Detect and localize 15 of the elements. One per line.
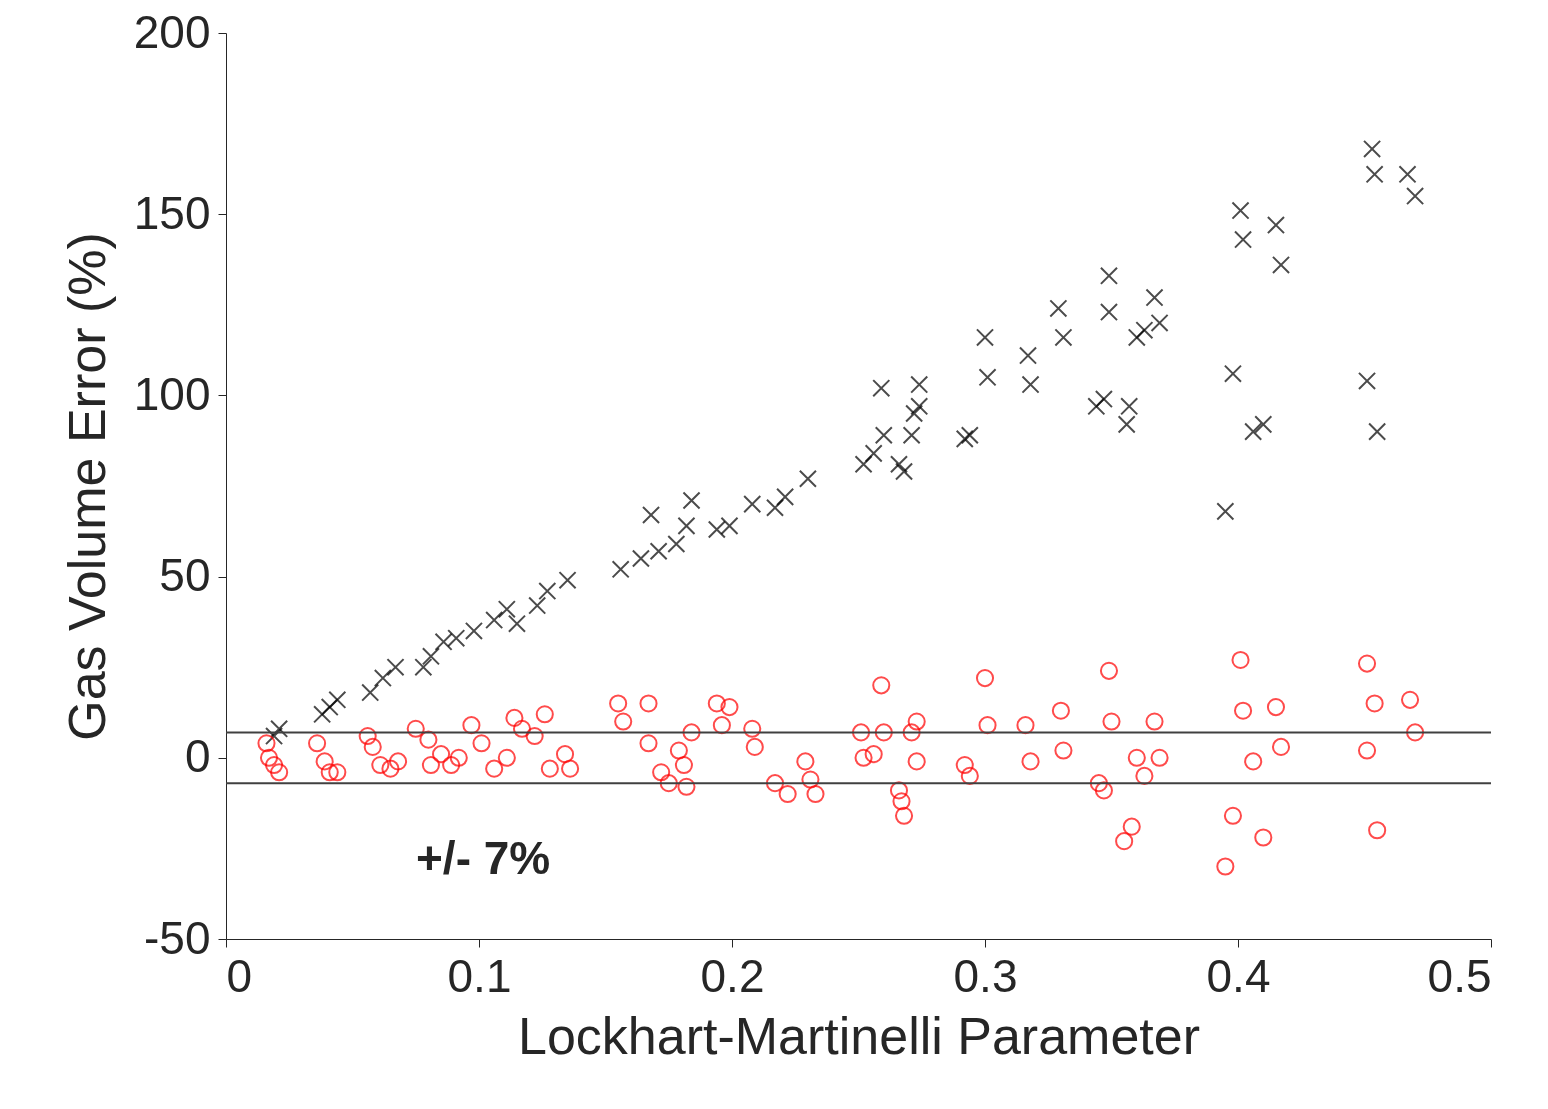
y-tick-label: -50: [144, 911, 211, 964]
annotation: +/- 7%: [416, 832, 551, 884]
x-tick-label: 0: [226, 949, 253, 1002]
y-tick-label: 0: [184, 730, 211, 783]
y-tick-label: 150: [133, 186, 211, 239]
x-tick-label: 0.4: [1206, 949, 1271, 1002]
x-axis-title: Lockhart-Martinelli Parameter: [517, 1006, 1201, 1065]
y-tick-label: 200: [133, 5, 211, 58]
x-tick-label: 0.1: [447, 949, 512, 1002]
x-tick-label: 0.2: [700, 949, 765, 1002]
y-tick-label: 100: [133, 367, 211, 420]
y-axis-title: Gas Volume Error (%): [57, 232, 116, 741]
x-tick-label: 0.5: [1427, 949, 1492, 1002]
x-tick-label: 0.3: [953, 949, 1018, 1002]
y-tick-label: 50: [159, 549, 211, 602]
